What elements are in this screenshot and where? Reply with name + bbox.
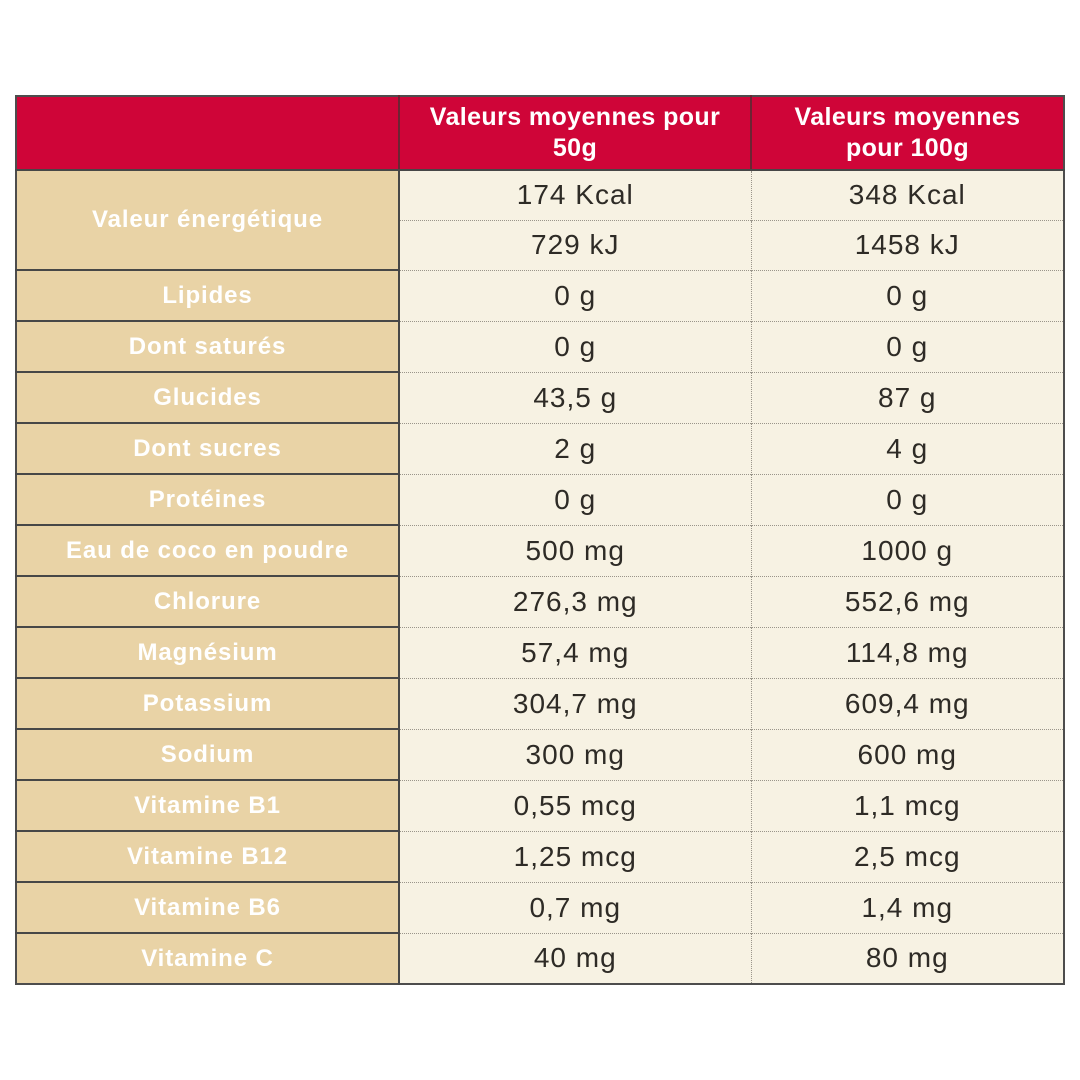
row-label: Protéines [16, 473, 400, 525]
row-label: Vitamine C [16, 932, 400, 984]
header-corner-cell [16, 96, 399, 171]
value-50g: 304,7 mg [399, 677, 751, 729]
value-50g: 300 mg [399, 728, 751, 780]
nutrition-table: Valeurs moyennes pour 50g Valeurs moyenn… [15, 95, 1065, 985]
value-100g: 1,1 mcg [750, 779, 1064, 831]
value-50g: 0 g [399, 473, 751, 525]
row-label: Chlorure [16, 575, 400, 627]
table-row-magnesium: Magnésium 57,4 mg 114,8 mg [16, 626, 1064, 678]
table-row-vitamine-b6: Vitamine B6 0,7 mg 1,4 mg [16, 881, 1064, 933]
value-50g: 0 g [399, 269, 751, 321]
table-row-energy-kj: 729 kJ 1458 kJ [16, 219, 1064, 270]
table-row-vitamine-c: Vitamine C 40 mg 80 mg [16, 932, 1064, 984]
value-50g: 500 mg [399, 524, 751, 576]
value-50g: 276,3 mg [399, 575, 751, 627]
table-row-vitamine-b12: Vitamine B12 1,25 mcg 2,5 mcg [16, 830, 1064, 882]
table-row-lipides: Lipides 0 g 0 g [16, 269, 1064, 321]
value-100g: 87 g [750, 371, 1064, 423]
value-50g: 40 mg [399, 932, 751, 984]
header-col-100g: Valeurs moyennes pour 100g [750, 96, 1064, 171]
row-label: Magnésium [16, 626, 400, 678]
value-100g: 1,4 mg [750, 881, 1064, 933]
value-50g: 0,7 mg [399, 881, 751, 933]
row-label: Dont saturés [16, 320, 400, 372]
value-50g: 57,4 mg [399, 626, 751, 678]
value-100g: 0 g [750, 269, 1064, 321]
value-100g: 552,6 mg [750, 575, 1064, 627]
value-100g: 0 g [750, 320, 1064, 372]
row-label: Potassium [16, 677, 400, 729]
value-100g: 0 g [750, 473, 1064, 525]
value-50g: 0,55 mcg [399, 779, 751, 831]
table-header: Valeurs moyennes pour 50g Valeurs moyenn… [16, 96, 1064, 171]
value-100g: 600 mg [750, 728, 1064, 780]
value-100g: 1000 g [750, 524, 1064, 576]
value-100g-energy-kcal: 348 Kcal [750, 169, 1064, 220]
row-label-energy: Valeur énergétique [16, 169, 400, 270]
row-label: Vitamine B12 [16, 830, 400, 882]
table-row-potassium: Potassium 304,7 mg 609,4 mg [16, 677, 1064, 729]
row-label: Dont sucres [16, 422, 400, 474]
row-label: Lipides [16, 269, 400, 321]
table-row-dont-sucres: Dont sucres 2 g 4 g [16, 422, 1064, 474]
table-row-energy-kcal: Valeur énergétique 174 Kcal 348 Kcal [16, 169, 1064, 270]
table-row-glucides: Glucides 43,5 g 87 g [16, 371, 1064, 423]
table-row-vitamine-b1: Vitamine B1 0,55 mcg 1,1 mcg [16, 779, 1064, 831]
table-body: Valeur énergétique 174 Kcal 348 Kcal 729… [16, 169, 1064, 984]
row-label: Glucides [16, 371, 400, 423]
header-col-50g: Valeurs moyennes pour 50g [398, 96, 751, 171]
value-50g: 43,5 g [399, 371, 751, 423]
table-row-eau-de-coco: Eau de coco en poudre 500 mg 1000 g [16, 524, 1064, 576]
table-row-proteines: Protéines 0 g 0 g [16, 473, 1064, 525]
value-100g: 4 g [750, 422, 1064, 474]
table-row-dont-satures: Dont saturés 0 g 0 g [16, 320, 1064, 372]
value-50g: 0 g [399, 320, 751, 372]
value-100g-energy-kj: 1458 kJ [750, 219, 1064, 270]
value-100g: 114,8 mg [750, 626, 1064, 678]
header-row: Valeurs moyennes pour 50g Valeurs moyenn… [16, 96, 1064, 171]
row-label: Eau de coco en poudre [16, 524, 400, 576]
value-50g: 1,25 mcg [399, 830, 751, 882]
value-100g: 609,4 mg [750, 677, 1064, 729]
table-row-sodium: Sodium 300 mg 600 mg [16, 728, 1064, 780]
value-100g: 80 mg [750, 932, 1064, 984]
row-label: Vitamine B6 [16, 881, 400, 933]
value-50g-energy-kj: 729 kJ [399, 219, 751, 270]
row-label: Vitamine B1 [16, 779, 400, 831]
row-label: Sodium [16, 728, 400, 780]
value-100g: 2,5 mcg [750, 830, 1064, 882]
value-50g-energy-kcal: 174 Kcal [399, 169, 751, 220]
table-row-chlorure: Chlorure 276,3 mg 552,6 mg [16, 575, 1064, 627]
value-50g: 2 g [399, 422, 751, 474]
